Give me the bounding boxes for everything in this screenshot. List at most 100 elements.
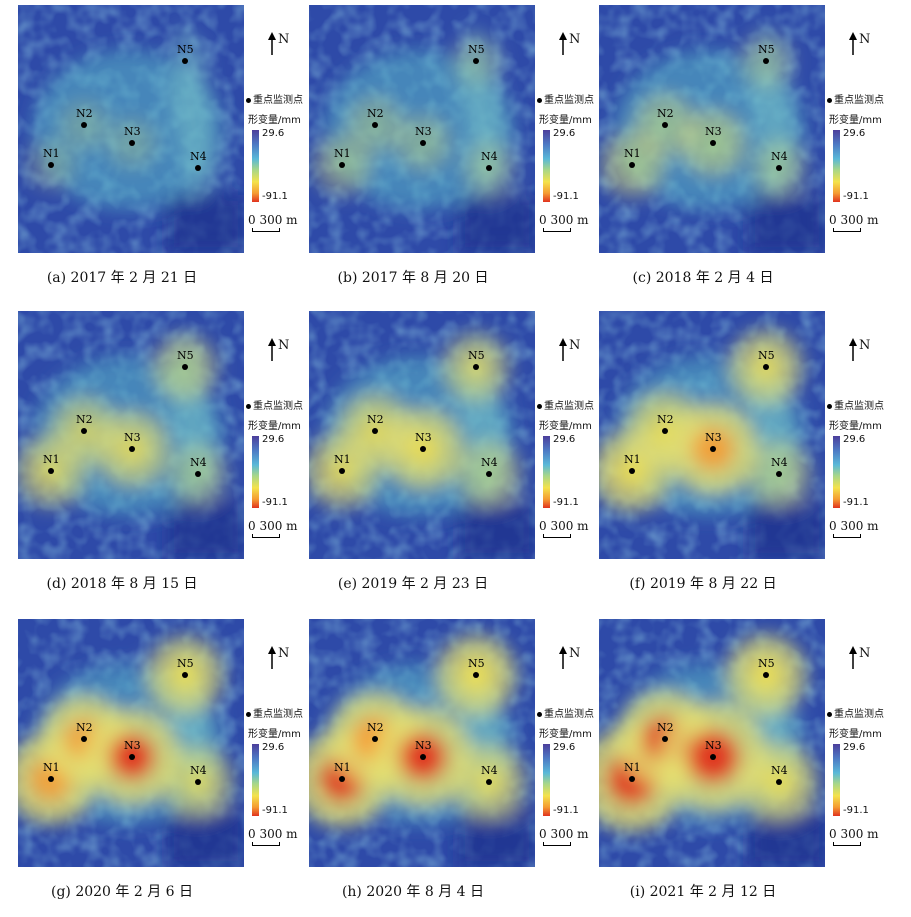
north-label: N (859, 338, 871, 353)
map-panel: N1 N2 N3 N4 N5 N 重点监测点 形变量/mm 29.6 -91.1 0 300 m (e… (291, 306, 594, 606)
deformation-map: N1 N2 N3 N4 N5 (18, 619, 244, 867)
colorbar-max-label: 29.6 (262, 742, 285, 753)
scale-bar (833, 534, 861, 538)
map-panel: N1 N2 N3 N4 N5 N 重点监测点 形变量/mm 29.6 -91.1 0 300 m (c… (581, 0, 884, 300)
scale-bar (252, 534, 280, 538)
monitoring-point-marker (48, 162, 54, 168)
panel-caption: (e) 2019 年 2 月 23 日 (337, 576, 489, 592)
map-legend: N 重点监测点 形变量/mm 29.6 -91.1 0 300 m (535, 311, 595, 559)
monitoring-point-marker (710, 140, 716, 146)
monitoring-point-marker (339, 776, 345, 782)
panel-caption: (i) 2021 年 2 月 12 日 (629, 884, 777, 900)
deformation-map: N1 N2 N3 N4 N5 (599, 5, 825, 253)
monitoring-point-label: N4 (481, 456, 498, 469)
panel-caption: (g) 2020 年 2 月 6 日 (50, 884, 194, 900)
scale-bar-label: 0 300 m (829, 519, 879, 533)
point-legend-label: 重点监测点 (544, 709, 594, 720)
point-legend: 重点监测点 (537, 91, 594, 106)
colorbar (252, 130, 259, 202)
panel-caption: (c) 2018 年 2 月 4 日 (632, 270, 774, 286)
point-legend-label: 重点监测点 (253, 95, 303, 106)
monitoring-point-label: N4 (190, 764, 207, 777)
monitoring-point-label: N5 (758, 657, 775, 670)
monitoring-point-label: N3 (415, 431, 432, 444)
monitoring-point-marker (195, 165, 201, 171)
map-legend: N 重点监测点 形变量/mm 29.6 -91.1 0 300 m (244, 619, 304, 867)
north-label: N (569, 646, 581, 661)
point-legend-label: 重点监测点 (253, 709, 303, 720)
monitoring-point-label: N3 (705, 125, 722, 138)
monitoring-point-label: N4 (771, 150, 788, 163)
monitoring-point-marker (81, 428, 87, 434)
map-legend: N 重点监测点 形变量/mm 29.6 -91.1 0 300 m (825, 619, 885, 867)
monitoring-point-marker (662, 736, 668, 742)
monitoring-point-label: N4 (771, 456, 788, 469)
monitoring-point-label: N3 (415, 739, 432, 752)
panel-caption: (b) 2017 年 8 月 20 日 (337, 270, 489, 286)
point-legend-dot-icon (246, 711, 251, 717)
monitoring-point-label: N1 (624, 761, 641, 774)
monitoring-point-label: N5 (177, 349, 194, 362)
point-legend-dot-icon (246, 403, 251, 409)
panel-caption: (f) 2019 年 8 月 22 日 (629, 576, 777, 592)
monitoring-point-marker (182, 58, 188, 64)
colorbar-min-label: -91.1 (262, 805, 288, 816)
deformation-legend-title: 形变量/mm (248, 421, 301, 432)
monitoring-point-marker (473, 58, 479, 64)
monitoring-point-label: N3 (415, 125, 432, 138)
deformation-legend-title: 形变量/mm (829, 421, 882, 432)
monitoring-point-marker (129, 446, 135, 452)
monitoring-point-marker (710, 446, 716, 452)
monitoring-point-marker (81, 122, 87, 128)
map-panel: N1 N2 N3 N4 N5 N 重点监测点 形变量/mm 29.6 -91.1 0 300 m (d… (0, 306, 303, 606)
monitoring-point-label: N5 (758, 349, 775, 362)
monitoring-point-label: N1 (624, 453, 641, 466)
point-legend-label: 重点监测点 (253, 401, 303, 412)
monitoring-point-marker (662, 122, 668, 128)
scale-bar-label: 0 300 m (248, 827, 298, 841)
point-legend-dot-icon (537, 711, 542, 717)
monitoring-point-label: N2 (657, 413, 674, 426)
deformation-raster (309, 5, 535, 253)
map-legend: N 重点监测点 形变量/mm 29.6 -91.1 0 300 m (535, 619, 595, 867)
monitoring-point-marker (372, 428, 378, 434)
scale-bar-label: 0 300 m (248, 519, 298, 533)
map-legend: N 重点监测点 形变量/mm 29.6 -91.1 0 300 m (535, 5, 595, 253)
north-label: N (278, 338, 290, 353)
north-label: N (278, 646, 290, 661)
panel-caption: (d) 2018 年 8 月 15 日 (46, 576, 198, 592)
monitoring-point-label: N1 (43, 147, 60, 160)
monitoring-point-label: N2 (657, 107, 674, 120)
point-legend-dot-icon (827, 711, 832, 717)
north-label: N (569, 32, 581, 47)
monitoring-point-marker (776, 779, 782, 785)
monitoring-point-marker (629, 468, 635, 474)
north-arrow-icon (557, 337, 577, 363)
monitoring-point-marker (182, 364, 188, 370)
scale-bar (543, 228, 571, 232)
north-arrow-icon (847, 337, 867, 363)
monitoring-point-label: N1 (43, 453, 60, 466)
monitoring-point-marker (372, 736, 378, 742)
monitoring-point-marker (339, 162, 345, 168)
point-legend: 重点监测点 (827, 705, 884, 720)
deformation-raster (309, 619, 535, 867)
point-legend-label: 重点监测点 (834, 709, 884, 720)
deformation-legend-title: 形变量/mm (829, 729, 882, 740)
deformation-raster (599, 619, 825, 867)
monitoring-point-label: N3 (124, 125, 141, 138)
monitoring-point-label: N4 (190, 456, 207, 469)
colorbar-max-label: 29.6 (262, 434, 285, 445)
monitoring-point-label: N1 (334, 761, 351, 774)
point-legend: 重点监测点 (827, 397, 884, 412)
monitoring-point-label: N1 (43, 761, 60, 774)
north-arrow-icon (847, 645, 867, 671)
scale-bar (543, 842, 571, 846)
north-label: N (859, 32, 871, 47)
monitoring-point-label: N2 (76, 413, 93, 426)
monitoring-point-marker (763, 364, 769, 370)
scale-bar (543, 534, 571, 538)
scale-bar (833, 842, 861, 846)
colorbar (833, 130, 840, 202)
point-legend: 重点监测点 (537, 397, 594, 412)
